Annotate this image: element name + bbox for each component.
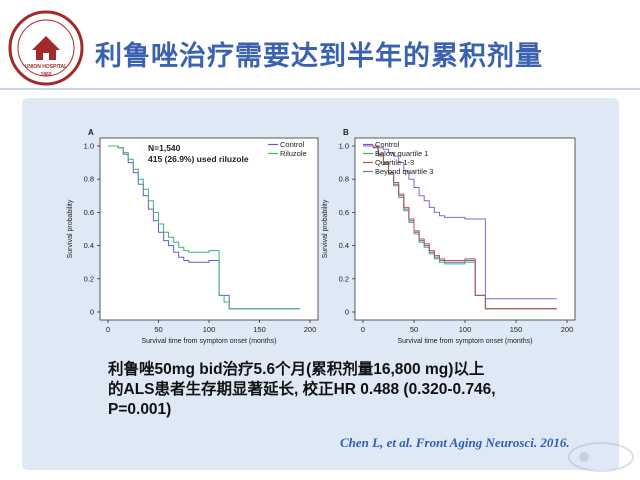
series-line-3 (363, 145, 557, 300)
x-tick-label: 100 (459, 325, 472, 334)
y-axis-label: Survival probability (322, 199, 329, 258)
y-tick-label: 1.0 (339, 142, 349, 151)
y-tick-label: 0.8 (84, 175, 94, 184)
y-tick-label: 0.2 (84, 274, 94, 283)
citation: Chen L, et al. Front Aging Neurosci. 201… (340, 435, 570, 450)
y-axis-label: Survival probability (67, 199, 74, 258)
x-tick-label: 150 (510, 325, 523, 334)
legend-entry: Riluzole (280, 149, 307, 158)
slide-title: 利鲁唑治疗需要达到半年的累积剂量 (95, 41, 543, 72)
panel-label: B (343, 128, 349, 137)
panel-label: A (88, 128, 94, 137)
legend-entry: Below quartile 1 (375, 149, 428, 158)
conclusion-line-1: 利鲁唑50mg bid治疗5.6个月(累积剂量16,800 mg)以上 (108, 361, 485, 378)
conclusion-line-3: P=0.001) (108, 401, 172, 418)
y-tick-label: 0.2 (339, 274, 349, 283)
y-tick-label: 0.6 (84, 208, 94, 217)
y-tick-label: 0 (90, 308, 94, 317)
x-tick-label: 200 (304, 325, 317, 334)
y-tick-label: 0.6 (339, 208, 349, 217)
x-tick-label: 0 (106, 325, 110, 334)
series-line-0 (108, 145, 300, 310)
hospital-logo: UNION HOSPITAL 1860 (8, 10, 84, 86)
x-tick-label: 150 (253, 325, 266, 334)
y-tick-label: 1.0 (84, 142, 94, 151)
y-tick-label: 0 (345, 308, 349, 317)
chart-a: A 0 50 100 150 200 0 0.2 0.4 0.6 0.8 1.0 Survival ti… (67, 128, 319, 345)
x-tick-label: 50 (410, 325, 418, 334)
legend-entry: Quartile 1-3 (375, 158, 414, 167)
watermark-icon (568, 442, 634, 472)
logo-text: UNION HOSPITAL (25, 64, 67, 70)
x-tick-label: 0 (361, 325, 365, 334)
series-line-2 (363, 145, 557, 310)
plot-frame (99, 137, 319, 321)
y-tick-label: 0.4 (339, 241, 349, 250)
header-divider (0, 88, 640, 90)
x-tick-label: 200 (561, 325, 574, 334)
chart-b: B 0 50 100 150 200 0 0.2 0.4 0.6 0.8 1.0 Survival ti… (322, 128, 576, 345)
legend-entry: Control (375, 140, 400, 149)
x-tick-label: 50 (154, 325, 162, 334)
conclusion-line-2: 的ALS患者生存期显著延长, 校正HR 0.488 (0.320-0.746, (108, 381, 496, 398)
legend-entry: Control (280, 140, 305, 149)
plot-frame (354, 137, 576, 321)
x-axis-label: Survival time from symptom onset (months… (398, 338, 533, 345)
header-band (0, 0, 640, 98)
logo-year: 1860 (40, 72, 51, 78)
annotation-line-1: N=1,540 (148, 143, 181, 153)
conclusion-text: 利鲁唑50mg bid治疗5.6个月(累积剂量16,800 mg)以上 的ALS… (108, 360, 578, 420)
legend-entry: Beyond quartile 3 (375, 167, 433, 176)
y-tick-label: 0.8 (339, 175, 349, 184)
x-tick-label: 100 (203, 325, 216, 334)
series-line-1 (108, 145, 300, 310)
y-tick-label: 0.4 (84, 241, 94, 250)
x-axis-label: Survival time from symptom onset (months… (142, 338, 277, 345)
annotation-line-2: 415 (26.9%) used riluzole (148, 154, 249, 164)
